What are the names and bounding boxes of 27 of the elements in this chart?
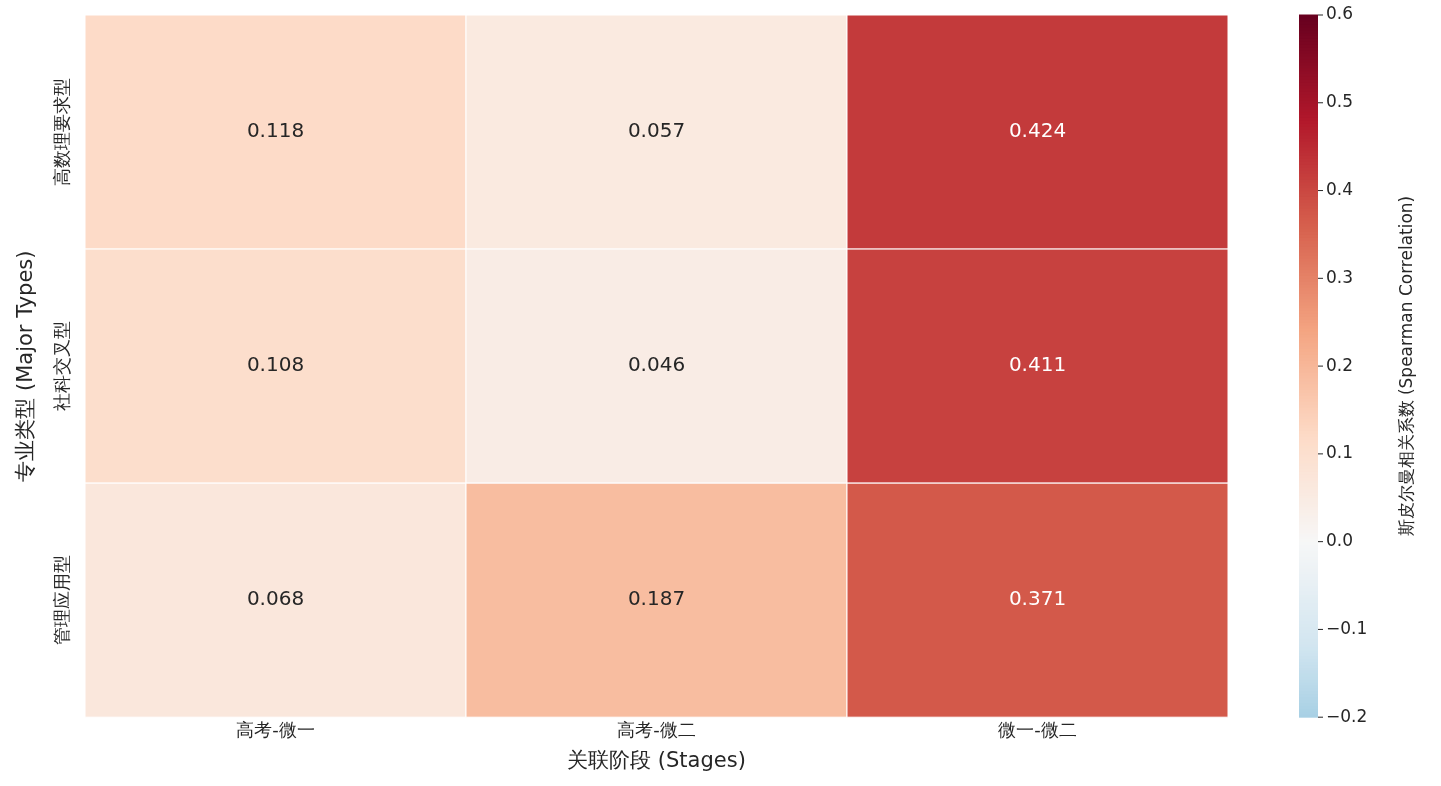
data-label: 0.046 xyxy=(627,352,686,377)
y-tick-label: 高数理要求型 xyxy=(50,78,72,187)
y-axis-title: 专业类型 (Major Types) xyxy=(13,250,38,482)
y-tick-label: 管理应用型 xyxy=(50,555,72,646)
color-bar-label: −0.2 xyxy=(1326,705,1368,726)
color-bar-label: 0.5 xyxy=(1326,91,1354,112)
color-bar-label: 0.0 xyxy=(1326,530,1354,551)
data-label: 0.118 xyxy=(246,118,305,143)
color-bar-title: 斯皮尔曼相关系数 (Spearman Correlation) xyxy=(1396,195,1417,537)
y-tick-label: 社科交叉型 xyxy=(50,321,72,412)
data-label: 0.068 xyxy=(246,586,305,611)
data-label: 0.371 xyxy=(1008,586,1067,611)
color-bar-label: 0.3 xyxy=(1326,266,1354,287)
data-label: 0.057 xyxy=(627,118,686,143)
x-tick-label: 微一-微二 xyxy=(998,718,1077,740)
data-label: 0.424 xyxy=(1008,118,1067,143)
x-axis-title: 关联阶段 (Stages) xyxy=(567,747,746,772)
color-bar-label: 0.2 xyxy=(1326,354,1354,375)
data-label: 0.411 xyxy=(1008,352,1067,377)
color-bar-label: 0.1 xyxy=(1326,442,1354,463)
x-tick-label: 高考-微二 xyxy=(617,718,696,740)
color-bar-label: 0.6 xyxy=(1326,3,1354,24)
color-bar-label: 0.4 xyxy=(1326,178,1354,199)
color-bar-label: −0.1 xyxy=(1326,617,1368,638)
data-label: 0.108 xyxy=(246,352,305,377)
x-tick-label: 高考-微一 xyxy=(236,718,315,740)
data-label: 0.187 xyxy=(627,586,686,611)
